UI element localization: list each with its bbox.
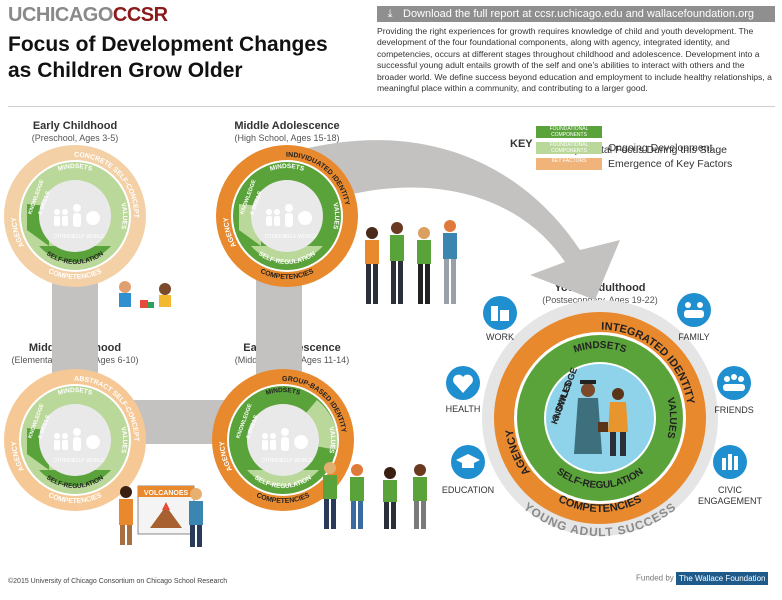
education-icon — [451, 445, 485, 479]
education-label: EDUCATION — [442, 485, 494, 495]
globe-icon — [294, 435, 308, 449]
key-item-label: Ongoing Development — [608, 141, 713, 154]
professional-figure — [598, 388, 628, 456]
self-label: SELF — [284, 234, 297, 240]
world-label: WORLD — [294, 458, 313, 464]
key-swatch: FOUNDATIONAL COMPONENTS — [536, 125, 602, 138]
logo: UCHICAGOCCSR — [8, 4, 168, 27]
self-label: SELF — [72, 458, 85, 464]
mindsets-label: MINDSETS — [265, 387, 302, 397]
wheel-young-adulthood: AGENCY INTEGRATED IDENTITY COMPETENCIES … — [482, 300, 718, 539]
logo-uchicago: UCHICAGO — [8, 4, 113, 26]
others-label: OTHERS — [53, 458, 75, 464]
people-icon — [54, 428, 81, 451]
values-label: VALUES — [119, 202, 128, 230]
people-icon — [266, 204, 293, 227]
values-label: VALUES — [331, 202, 340, 230]
wallace-foundation-logo: The Wallace Foundation — [676, 572, 769, 585]
values-label: VALUES — [327, 426, 336, 454]
civic-label: CIVIC — [718, 485, 743, 495]
health-icon — [446, 366, 480, 400]
stage-name-early-childhood: Early Childhood — [32, 120, 118, 132]
funded-by-label: Funded by — [636, 573, 674, 583]
download-icon: ⤓ — [387, 8, 393, 20]
page-title: Focus of Development Changes as Children … — [8, 32, 348, 84]
divider — [8, 106, 775, 107]
funding-credit: Funded by The Wallace Foundation — [636, 572, 769, 585]
work-icon — [483, 296, 517, 330]
key-swatch: FOUNDATIONAL COMPONENTS — [536, 141, 602, 154]
world-label: WORLD — [86, 458, 105, 464]
friends-icon — [717, 366, 751, 400]
civic-engagement-icon — [713, 445, 747, 479]
self-label: SELF — [280, 458, 293, 464]
download-text[interactable]: Download the full report at ccsr.uchicag… — [403, 8, 755, 20]
key-item-ongoing-development: FOUNDATIONAL COMPONENTS Ongoing Developme… — [536, 139, 713, 154]
globe-icon — [86, 211, 100, 225]
volcano-project-illustration: VOLCANOES — [119, 485, 203, 547]
work-label: WORK — [486, 332, 514, 342]
wheel-early-childhood: AGENCY CONCRETE SELF-CONCEPT COMPETENCIE… — [4, 145, 146, 287]
intro-paragraph: Providing the right experiences for grow… — [377, 26, 772, 94]
others-label: OTHERS — [261, 458, 283, 464]
key-item-key-factors: KEY FACTORS Emergence of Key Factors — [536, 155, 733, 170]
volcanoes-sign: VOLCANOES — [144, 490, 189, 497]
others-label: OTHERS — [53, 234, 75, 240]
wheel-middle-adolescence: AGENCY INDIVIDUATED IDENTITY COMPETENCIE… — [216, 145, 358, 287]
family-icon — [677, 293, 711, 327]
key-label: KEY — [510, 138, 533, 150]
values-label: VALUES — [664, 396, 678, 439]
engagement-label: ENGAGEMENT — [698, 496, 763, 506]
middle-graders-illustration — [323, 462, 427, 529]
key-item-label: Emergence of Key Factors — [608, 157, 733, 170]
stage-sub-early-childhood: (Preschool, Ages 3-5) — [31, 133, 119, 143]
mindsets-label: MINDSETS — [269, 163, 306, 173]
download-banner[interactable]: ⤓ Download the full report at ccsr.uchica… — [377, 6, 775, 22]
self-label: SELF — [72, 234, 85, 240]
title-line-1: Focus of Development Changes — [8, 33, 328, 56]
mindsets-label: MINDSETS — [57, 387, 94, 397]
stage-sub-middle-adolescence: (High School, Ages 15-18) — [234, 133, 340, 143]
globe-icon — [298, 211, 312, 225]
copyright: ©2015 University of Chicago Consortium o… — [8, 578, 228, 585]
mindsets-label: MINDSETS — [57, 163, 94, 173]
teens-illustration — [365, 220, 457, 304]
preschool-children-illustration — [112, 281, 182, 316]
stage-name-middle-adolescence: Middle Adolescence — [234, 120, 340, 132]
wheel-early-adolescence: AGENCY GROUP-BASED IDENTITY COMPETENCIES… — [212, 369, 354, 511]
friends-label: FRIENDS — [714, 405, 754, 415]
world-label: WORLD — [298, 234, 317, 240]
key-swatch: KEY FACTORS — [536, 157, 602, 170]
people-icon — [262, 428, 289, 451]
wheel-middle-childhood: AGENCY ABSTRACT SELF-CONCEPT COMPETENCIE… — [4, 369, 146, 511]
health-label: HEALTH — [446, 404, 481, 414]
title-line-2: as Children Grow Older — [8, 59, 243, 82]
others-label: OTHERS — [265, 234, 287, 240]
graduate-figure — [574, 380, 602, 454]
family-label: FAMILY — [678, 332, 709, 342]
logo-ccsr: CCSR — [112, 4, 168, 26]
values-label: VALUES — [119, 426, 128, 454]
people-icon — [54, 204, 81, 227]
world-label: WORLD — [86, 234, 105, 240]
globe-icon — [86, 435, 100, 449]
